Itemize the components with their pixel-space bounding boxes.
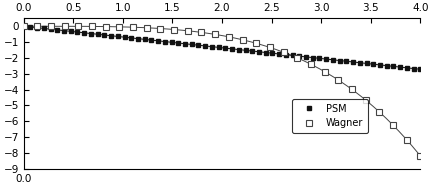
Wagner bbox=[172, 28, 177, 31]
Wagner bbox=[89, 25, 95, 27]
Wagner bbox=[281, 51, 286, 53]
Wagner bbox=[336, 79, 341, 81]
Wagner bbox=[21, 25, 26, 27]
Wagner bbox=[35, 25, 40, 27]
Wagner bbox=[199, 31, 204, 33]
Wagner bbox=[130, 26, 136, 28]
Line: Wagner: Wagner bbox=[21, 23, 423, 159]
Wagner bbox=[295, 57, 300, 59]
PSM bbox=[270, 52, 275, 54]
Wagner bbox=[363, 99, 368, 101]
Wagner bbox=[391, 124, 396, 126]
Wagner bbox=[62, 25, 67, 27]
Legend: PSM, Wagner: PSM, Wagner bbox=[292, 99, 368, 133]
PSM bbox=[21, 25, 26, 27]
PSM bbox=[156, 40, 161, 42]
Wagner bbox=[349, 88, 355, 91]
Wagner bbox=[144, 27, 149, 29]
Wagner bbox=[158, 27, 163, 30]
Wagner bbox=[377, 111, 382, 113]
Wagner bbox=[322, 70, 327, 73]
Wagner bbox=[185, 30, 191, 32]
Wagner bbox=[267, 46, 273, 49]
Wagner bbox=[213, 33, 218, 36]
Wagner bbox=[418, 155, 423, 157]
PSM bbox=[418, 68, 423, 70]
Wagner bbox=[48, 25, 54, 27]
Wagner bbox=[308, 63, 314, 65]
Wagner bbox=[76, 25, 81, 27]
Wagner bbox=[103, 25, 108, 28]
PSM bbox=[122, 36, 127, 38]
PSM bbox=[88, 32, 93, 35]
Wagner bbox=[240, 39, 245, 41]
Wagner bbox=[117, 26, 122, 28]
Wagner bbox=[226, 36, 232, 38]
PSM bbox=[135, 38, 140, 40]
PSM bbox=[149, 39, 154, 41]
Line: PSM: PSM bbox=[22, 24, 422, 71]
Wagner bbox=[254, 42, 259, 44]
Wagner bbox=[404, 139, 409, 141]
